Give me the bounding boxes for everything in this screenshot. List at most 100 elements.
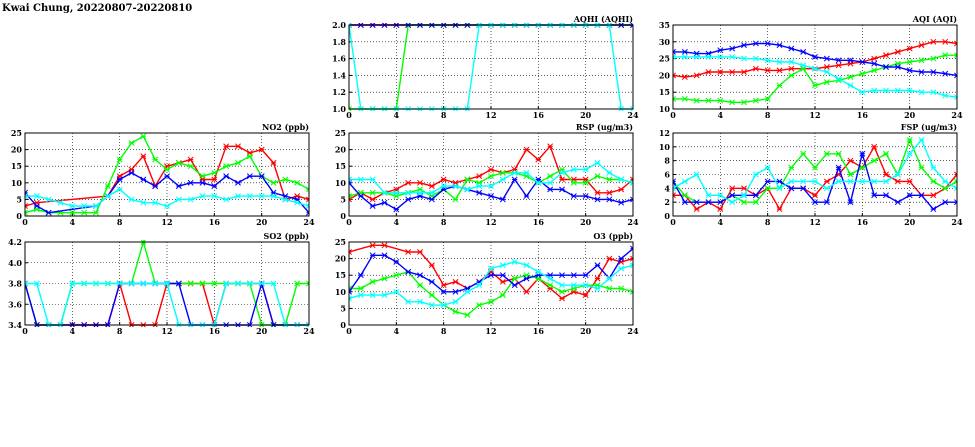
data-point-blue (405, 268, 412, 275)
data-point-blue (752, 40, 759, 47)
data-point-green (140, 133, 147, 140)
data-point-cyan (705, 192, 712, 199)
data-point-cyan (894, 87, 901, 94)
x-tick-label: 12 (485, 326, 496, 336)
data-point-cyan (606, 169, 613, 176)
data-point-cyan (104, 193, 111, 200)
data-point-blue (175, 280, 182, 287)
data-point-blue (488, 272, 494, 279)
data-point-green (681, 95, 688, 102)
data-point-blue (187, 179, 194, 186)
data-point-cyan (535, 268, 542, 275)
y-tick-label: 5 (340, 303, 346, 313)
data-point-cyan (673, 53, 676, 60)
data-point-blue (823, 199, 830, 206)
plot-so2: 0 4 8 12 16 20 24 3.4 3.6 3.8 4.0 4.2 SO2 (ppb) (8, 231, 315, 336)
data-point-blue (594, 196, 601, 203)
data-point-blue (381, 252, 388, 259)
data-point-blue (894, 64, 901, 70)
data-point-cyan (428, 189, 435, 196)
x-tick-label: 24 (303, 326, 315, 336)
data-point-blue (511, 176, 518, 183)
y-tick-label: 4.2 (8, 237, 22, 247)
x-tick-label: 16 (533, 217, 545, 227)
data-point-cyan (33, 280, 40, 287)
data-point-blue (235, 179, 241, 186)
y-tick-label: 3.6 (8, 299, 22, 309)
data-point-blue (618, 255, 625, 262)
data-point-cyan (942, 92, 949, 99)
data-point-cyan (523, 262, 530, 269)
data-point-green (116, 156, 123, 163)
x-tick-label: 24 (627, 110, 639, 120)
data-point-red (523, 146, 530, 153)
data-point-cyan (270, 280, 277, 287)
x-tick-label: 12 (161, 217, 172, 227)
x-tick-label: 16 (209, 217, 221, 227)
data-point-blue (705, 199, 712, 206)
x-tick-label: 24 (303, 217, 315, 227)
y-tick-label: 25 (659, 54, 670, 64)
data-point-green (788, 164, 795, 171)
data-point-green (164, 166, 170, 173)
data-point-red (258, 146, 265, 153)
y-tick-label: 0 (340, 320, 346, 330)
data-point-cyan (523, 169, 530, 176)
x-tick-label: 4 (70, 217, 76, 227)
x-tick-label: 24 (627, 217, 639, 227)
data-point-blue (812, 53, 818, 60)
data-point-cyan (883, 87, 889, 94)
y-tick-label: 0 (664, 211, 670, 221)
data-point-green (606, 176, 613, 183)
plot-title: FSP (ug/m3) (901, 122, 957, 132)
data-point-blue (582, 272, 589, 279)
data-point-blue (357, 272, 364, 279)
data-point-green (381, 275, 388, 282)
data-point-blue (175, 183, 182, 190)
plot-frame (24, 132, 310, 217)
data-point-cyan (847, 82, 854, 89)
data-point-red (223, 143, 230, 150)
data-point-blue (788, 185, 795, 192)
x-tick-label: 0 (22, 217, 28, 227)
x-tick-label: 8 (441, 110, 447, 120)
data-point-green (246, 153, 253, 160)
series-line-green (25, 135, 309, 214)
data-point-red (823, 178, 830, 185)
data-point-blue (729, 45, 736, 52)
series-group (349, 242, 633, 318)
data-point-cyan (428, 302, 435, 309)
y-tick-label: 10 (11, 178, 23, 188)
data-point-red (211, 176, 218, 183)
data-point-green (871, 157, 878, 164)
data-point-red (618, 186, 625, 193)
data-point-red (717, 206, 724, 213)
data-point-cyan (788, 59, 795, 65)
data-point-cyan (835, 75, 842, 82)
data-point-cyan (306, 203, 309, 209)
data-point-green (464, 312, 471, 318)
data-point-blue (883, 192, 889, 199)
data-point-cyan (140, 280, 147, 287)
data-point-blue (673, 178, 676, 185)
data-point-red (306, 196, 309, 203)
data-point-cyan (918, 136, 925, 143)
x-tick-label: 20 (580, 217, 592, 227)
data-point-red (776, 67, 783, 74)
data-point-cyan (570, 166, 577, 173)
data-point-blue (847, 199, 854, 206)
x-tick-label: 12 (161, 326, 172, 336)
data-point-cyan (764, 164, 771, 171)
data-point-red (954, 171, 957, 178)
data-point-cyan (535, 179, 542, 186)
data-point-cyan (681, 53, 688, 60)
y-tick-label: 6 (664, 170, 670, 180)
data-point-blue (835, 164, 842, 171)
data-point-green (187, 280, 194, 287)
data-point-blue (164, 173, 170, 180)
data-point-blue (859, 150, 866, 157)
data-point-cyan (741, 55, 747, 62)
data-point-green (681, 192, 688, 199)
data-point-green (25, 209, 28, 216)
data-point-cyan (452, 298, 459, 305)
